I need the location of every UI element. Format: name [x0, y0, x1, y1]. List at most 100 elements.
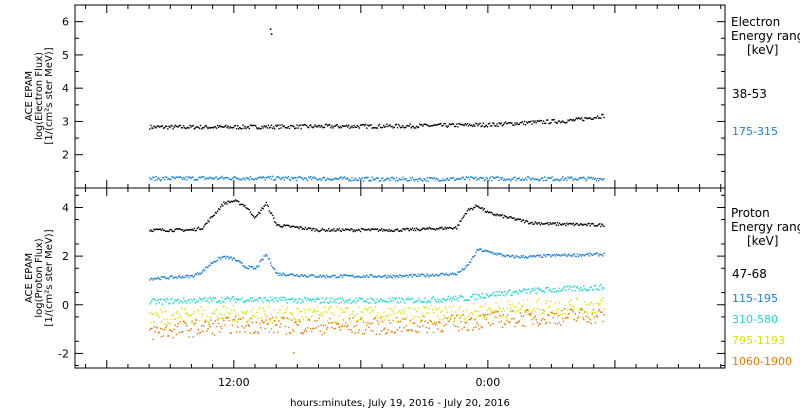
- data-point: [472, 294, 474, 296]
- data-point: [530, 221, 532, 224]
- data-point: [247, 208, 249, 210]
- data-point: [466, 123, 469, 125]
- data-point: [413, 315, 416, 318]
- data-point: [171, 230, 173, 232]
- data-point: [251, 178, 254, 180]
- data-point: [570, 223, 572, 225]
- data-point: [394, 331, 397, 333]
- data-point: [232, 296, 235, 298]
- data-point: [317, 179, 319, 181]
- data-point: [570, 119, 572, 121]
- data-point: [379, 229, 382, 231]
- data-point: [305, 299, 308, 302]
- data-point: [374, 275, 376, 277]
- data-point: [502, 307, 505, 310]
- data-point: [576, 118, 579, 120]
- data-point: [338, 326, 340, 328]
- data-point: [359, 316, 362, 318]
- data-point: [556, 323, 559, 325]
- data-point: [178, 228, 181, 230]
- data-point: [221, 256, 223, 259]
- data-point: [537, 179, 539, 181]
- data-point: [165, 326, 167, 329]
- data-point: [511, 303, 513, 306]
- data-point: [302, 301, 304, 303]
- data-point: [176, 277, 178, 279]
- data-point: [316, 276, 318, 278]
- data-point: [186, 325, 188, 327]
- data-point: [334, 125, 336, 127]
- data-point: [598, 180, 600, 182]
- data-point: [592, 118, 595, 120]
- data-point: [251, 322, 254, 324]
- data-point: [304, 226, 307, 229]
- data-point: [501, 291, 503, 294]
- data-point: [494, 125, 496, 127]
- data-point: [585, 253, 587, 255]
- data-point: [241, 262, 243, 264]
- data-point: [352, 179, 354, 182]
- data-point: [443, 325, 445, 327]
- data-point: [445, 228, 447, 230]
- data-point: [274, 297, 276, 299]
- data-point: [388, 124, 390, 127]
- data-point: [242, 264, 244, 267]
- data-point: [540, 177, 543, 179]
- data-point: [289, 312, 292, 314]
- data-point: [299, 298, 301, 300]
- data-point: [586, 253, 588, 256]
- data-point: [409, 177, 411, 179]
- data-point: [443, 274, 445, 276]
- data-point: [385, 125, 387, 128]
- data-point: [424, 228, 426, 231]
- data-point: [227, 125, 229, 127]
- data-point: [178, 313, 181, 316]
- data-point: [241, 179, 243, 181]
- data-point: [518, 302, 520, 304]
- data-point: [306, 179, 309, 182]
- data-point: [392, 308, 394, 310]
- data-point: [486, 294, 489, 296]
- data-point: [322, 127, 325, 129]
- data-point: [537, 254, 539, 256]
- data-point: [600, 178, 602, 180]
- data-point: [371, 322, 373, 324]
- data-point: [457, 224, 459, 226]
- data-point: [338, 302, 340, 305]
- data-point: [475, 293, 477, 295]
- data-point: [439, 226, 441, 229]
- data-point: [541, 290, 544, 293]
- data-point: [436, 322, 438, 324]
- data-point: [196, 301, 199, 303]
- data-point: [560, 290, 563, 292]
- data-point: [259, 212, 261, 214]
- data-point: [157, 125, 159, 127]
- data-point: [480, 207, 482, 209]
- data-point: [293, 225, 295, 228]
- data-point: [557, 120, 560, 123]
- data-point: [460, 320, 462, 323]
- data-point: [432, 124, 435, 127]
- data-point: [463, 124, 465, 127]
- data-point: [169, 126, 171, 128]
- data-point: [570, 176, 572, 178]
- data-point: [223, 319, 225, 322]
- data-point: [517, 310, 519, 312]
- data-point: [418, 331, 420, 333]
- data-point: [402, 298, 404, 300]
- data-point: [180, 277, 183, 279]
- data-point: [466, 320, 469, 322]
- data-point: [437, 178, 439, 180]
- data-point: [450, 123, 453, 126]
- data-point: [205, 300, 207, 302]
- data-point: [587, 117, 589, 119]
- data-point: [442, 124, 444, 127]
- data-point: [377, 275, 380, 277]
- data-point: [391, 125, 393, 128]
- data-point: [503, 291, 506, 293]
- data-point: [284, 225, 286, 227]
- data-point: [487, 179, 490, 182]
- data-point: [431, 228, 434, 230]
- data-point: [377, 230, 380, 232]
- data-point: [397, 321, 400, 323]
